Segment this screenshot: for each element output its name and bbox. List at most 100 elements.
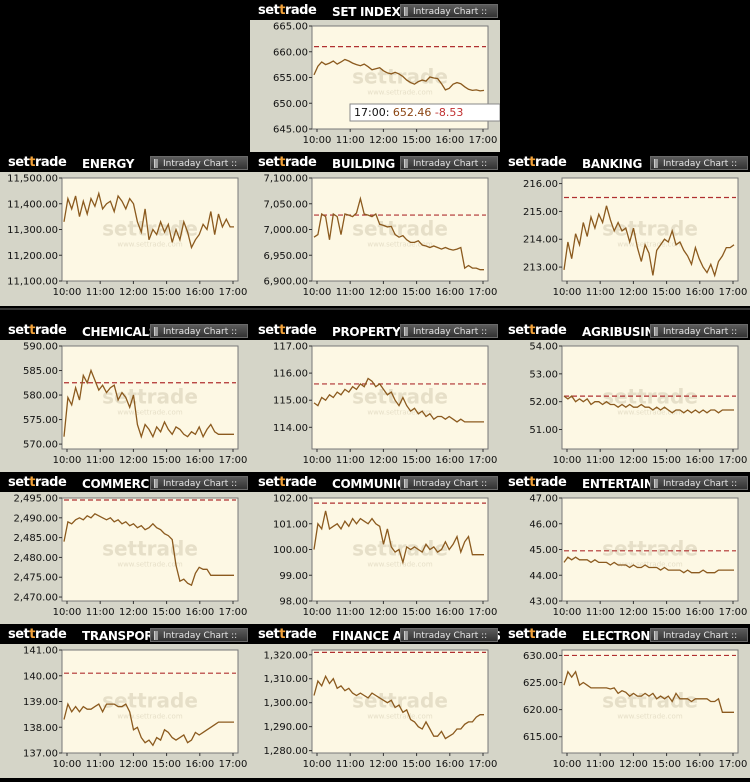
settrade-logo[interactable]: settrade bbox=[258, 155, 317, 170]
y-tick-label: 630.00 bbox=[523, 651, 558, 662]
plot-area bbox=[561, 177, 739, 282]
x-tick-label: 15:00 bbox=[152, 455, 181, 466]
x-tick-label: 15:00 bbox=[652, 287, 681, 298]
chart-header: settrade PROPERTY Intraday Chart :: bbox=[254, 322, 498, 339]
chart-title: COMMERCE bbox=[82, 477, 157, 491]
plot-area bbox=[311, 649, 489, 754]
index-line bbox=[563, 205, 735, 278]
y-tick-label: 216.00 bbox=[523, 179, 558, 190]
y-tick-label: 54.00 bbox=[529, 342, 558, 353]
x-tick-label: 11:00 bbox=[586, 455, 615, 466]
x-tick-label: 11:00 bbox=[336, 135, 365, 146]
y-tick-label: 1,300.00 bbox=[263, 698, 308, 709]
y-tick-label: 7,000.00 bbox=[263, 225, 308, 236]
watermark-logo: settrade bbox=[602, 217, 698, 241]
chart-title: SET INDEX bbox=[332, 5, 401, 19]
chart-panel-chemicals: settrade CHEMICALS Intraday Chart :: settra… bbox=[0, 320, 250, 474]
chart-header: settrade AGRIBUSINESS Intraday Chart :: bbox=[504, 322, 748, 339]
settrade-logo[interactable]: settrade bbox=[508, 155, 567, 170]
settrade-logo[interactable]: settrade bbox=[258, 323, 317, 338]
x-tick-label: 15:00 bbox=[152, 607, 181, 618]
watermark-logo: settrade bbox=[352, 689, 448, 713]
chart-panel-property: settrade PROPERTY Intraday Chart :: settrad… bbox=[250, 320, 500, 474]
x-tick-label: 12:00 bbox=[369, 455, 398, 466]
chart-header: settrade SET INDEX Intraday Chart :: bbox=[254, 2, 498, 19]
watermark-url: www.settrade.com bbox=[367, 409, 432, 417]
y-tick-label: 7,050.00 bbox=[263, 199, 308, 210]
intraday-chart-button[interactable]: Intraday Chart :: bbox=[400, 324, 498, 338]
settrade-logo[interactable]: settrade bbox=[508, 627, 567, 642]
intraday-chart-button[interactable]: Intraday Chart :: bbox=[400, 628, 498, 642]
x-tick-label: 15:00 bbox=[152, 759, 181, 770]
chart-svg: settradewww.settrade.com114.00115.00116.… bbox=[273, 342, 498, 467]
intraday-chart-button[interactable]: Intraday Chart :: bbox=[400, 4, 498, 18]
x-tick-label: 17:00 bbox=[469, 455, 498, 466]
x-tick-label: 10:00 bbox=[303, 455, 332, 466]
intraday-chart-button[interactable]: Intraday Chart :: bbox=[400, 156, 498, 170]
settrade-logo[interactable]: settrade bbox=[258, 3, 317, 18]
settrade-logo[interactable]: settrade bbox=[508, 323, 567, 338]
svg-text:17:00: 652.46 -8.53: 17:00: 652.46 -8.53 bbox=[354, 106, 463, 119]
watermark-url: www.settrade.com bbox=[367, 713, 432, 721]
y-tick-label: 141.00 bbox=[23, 646, 58, 657]
intraday-chart-button[interactable]: Intraday Chart :: bbox=[650, 156, 748, 170]
y-tick-label: 43.00 bbox=[529, 597, 558, 608]
intraday-chart-button[interactable]: Intraday Chart :: bbox=[150, 628, 248, 642]
y-tick-label: 138.00 bbox=[23, 723, 58, 734]
y-tick-label: 580.00 bbox=[23, 391, 58, 402]
chart-title: BUILDING bbox=[332, 157, 395, 171]
intraday-chart-button[interactable]: Intraday Chart :: bbox=[150, 476, 248, 490]
y-tick-label: 44.00 bbox=[529, 571, 558, 582]
y-tick-label: 52.00 bbox=[529, 397, 558, 408]
settrade-logo[interactable]: settrade bbox=[8, 475, 67, 490]
chart-panel-agribusiness: settrade AGRIBUSINESS Intraday Chart :: set… bbox=[500, 320, 750, 474]
x-tick-label: 15:00 bbox=[652, 759, 681, 770]
x-tick-label: 16:00 bbox=[685, 287, 714, 298]
plot-area bbox=[311, 345, 489, 450]
chart-body: settrade www.settrade.com 98.00 99.00 100.00… bbox=[250, 492, 500, 626]
x-tick-label: 12:00 bbox=[119, 759, 148, 770]
intraday-chart-button[interactable]: Intraday Chart :: bbox=[650, 324, 748, 338]
intraday-chart-button[interactable]: Intraday Chart :: bbox=[650, 628, 748, 642]
intraday-chart-button[interactable]: Intraday Chart :: bbox=[150, 324, 248, 338]
x-tick-label: 17:00 bbox=[719, 759, 748, 770]
chart-header: settrade TRANSPORTATION Intraday Chart :: bbox=[4, 626, 248, 643]
settrade-logo[interactable]: settrade bbox=[8, 323, 67, 338]
x-tick-label: 10:00 bbox=[553, 759, 582, 770]
chart-title: BANKING bbox=[582, 157, 643, 171]
settrade-logo[interactable]: settrade bbox=[258, 627, 317, 642]
chart-body: settrade www.settrade.com 137.00 138.00 139.… bbox=[0, 644, 250, 778]
settrade-logo[interactable]: settrade bbox=[258, 475, 317, 490]
y-tick-label: 116.00 bbox=[273, 369, 308, 380]
intraday-chart-button[interactable]: Intraday Chart :: bbox=[650, 476, 748, 490]
x-tick-label: 11:00 bbox=[86, 455, 115, 466]
intraday-chart-button[interactable]: Intraday Chart :: bbox=[150, 156, 248, 170]
chart-panel-banking: settrade BANKING Intraday Chart :: settrade… bbox=[500, 152, 750, 306]
watermark-url: www.settrade.com bbox=[617, 713, 682, 721]
y-tick-label: 2,490.00 bbox=[13, 513, 58, 524]
y-tick-label: 140.00 bbox=[23, 671, 58, 682]
x-tick-label: 11:00 bbox=[586, 607, 615, 618]
intraday-chart-button[interactable]: Intraday Chart :: bbox=[400, 476, 498, 490]
settrade-logo[interactable]: settrade bbox=[508, 475, 567, 490]
x-tick-label: 17:00 bbox=[469, 135, 498, 146]
settrade-logo[interactable]: settrade bbox=[8, 627, 67, 642]
separator bbox=[0, 308, 750, 310]
x-tick-label: 17:00 bbox=[469, 287, 498, 298]
watermark-logo: settrade bbox=[352, 537, 448, 561]
chart-panel-transportation: settrade TRANSPORTATION Intraday Chart :: s… bbox=[0, 624, 250, 778]
y-tick-label: 7,100.00 bbox=[263, 174, 308, 185]
watermark-logo: settrade bbox=[352, 65, 448, 89]
y-tick-label: 650.00 bbox=[273, 99, 308, 110]
chart-header: settrade COMMERCE Intraday Chart :: bbox=[4, 474, 248, 491]
x-tick-label: 11:00 bbox=[336, 287, 365, 298]
watermark-url: www.settrade.com bbox=[367, 241, 432, 249]
settrade-logo[interactable]: settrade bbox=[8, 155, 67, 170]
chart-svg: settradewww.settrade.com6,900.006,950.00… bbox=[263, 174, 498, 299]
index-line bbox=[63, 702, 234, 747]
index-line bbox=[313, 377, 484, 423]
watermark-url: www.settrade.com bbox=[367, 89, 432, 97]
x-tick-label: 11:00 bbox=[86, 287, 115, 298]
